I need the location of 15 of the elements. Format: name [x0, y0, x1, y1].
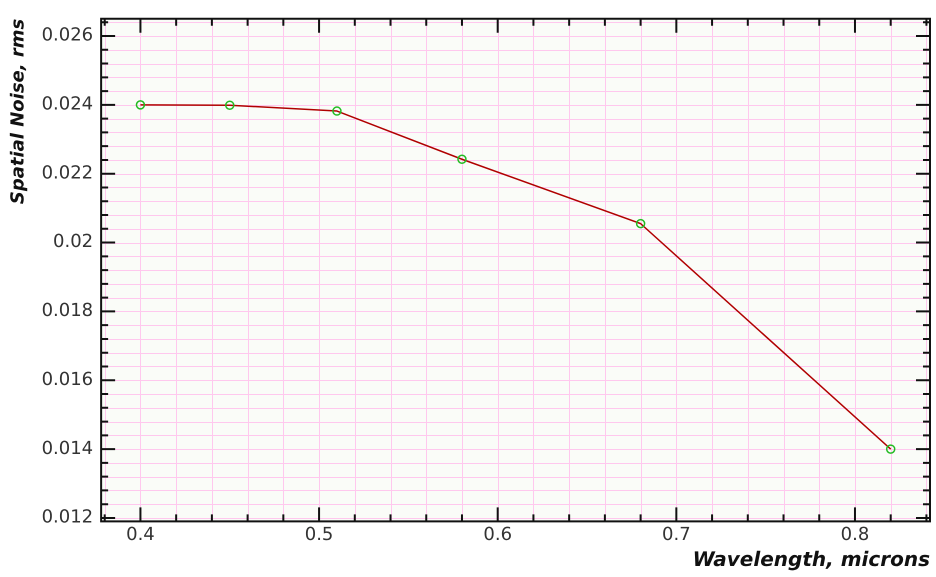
x-tick-label: 0.5	[304, 524, 334, 545]
x-tick-label: 0.4	[126, 524, 155, 545]
y-tick-label: 0.02	[53, 231, 94, 252]
x-tick-label: 0.7	[662, 524, 691, 545]
y-axis-title: Spatial Noise, rms	[7, 18, 28, 204]
y-tick-label: 0.014	[42, 438, 94, 459]
y-tick-label: 0.012	[42, 506, 94, 528]
x-axis-title: Wavelength, microns	[692, 547, 930, 572]
x-tick-label: 0.8	[840, 524, 870, 545]
y-tick-label: 0.018	[42, 300, 94, 322]
y-tick-label: 0.026	[42, 24, 94, 46]
x-tick-label: 0.6	[483, 524, 512, 545]
y-tick-label: 0.016	[42, 368, 94, 390]
y-tick-label: 0.022	[42, 162, 94, 184]
y-tick-label: 0.024	[42, 94, 94, 115]
